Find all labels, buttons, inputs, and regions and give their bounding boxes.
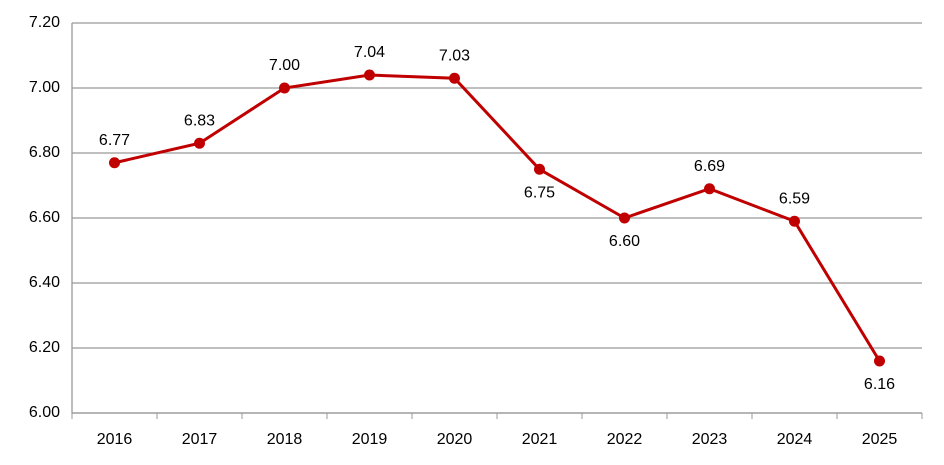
x-tick-label: 2021 <box>522 431 558 448</box>
y-tick-label: 6.60 <box>29 209 60 226</box>
data-label: 6.60 <box>609 233 640 250</box>
point <box>619 212 630 224</box>
data-label: 6.83 <box>184 112 215 129</box>
point <box>194 137 205 149</box>
data-label: 6.16 <box>864 376 895 393</box>
point <box>704 183 715 195</box>
y-tick-label: 7.00 <box>29 79 60 96</box>
data-label: 6.77 <box>99 132 130 149</box>
data-label: 6.75 <box>524 184 555 201</box>
data-label: 7.04 <box>354 44 385 61</box>
data-label: 7.00 <box>269 57 300 74</box>
y-tick-label: 7.20 <box>29 14 60 31</box>
point <box>279 82 290 94</box>
point <box>449 72 460 84</box>
x-tick-label: 2025 <box>862 431 898 448</box>
line <box>114 73 881 362</box>
x-tick-label: 2022 <box>607 431 643 448</box>
y-tick-label: 6.00 <box>29 404 60 421</box>
x-tick-label: 2020 <box>437 431 473 448</box>
point <box>534 163 545 175</box>
x-tick-label: 2017 <box>182 431 218 448</box>
data-label: 6.59 <box>779 190 810 207</box>
data-label: 7.03 <box>439 47 470 64</box>
y-tick-label: 6.40 <box>29 274 60 291</box>
x-tick-label: 2016 <box>97 431 133 448</box>
y-tick-label: 6.80 <box>29 144 60 161</box>
point <box>874 355 885 367</box>
x-tick-label: 2023 <box>692 431 728 448</box>
x-tick-label: 2024 <box>777 431 813 448</box>
data-label: 6.69 <box>694 158 725 175</box>
point <box>109 157 120 169</box>
x-tick-label: 2019 <box>352 431 388 448</box>
y-tick-label: 6.20 <box>29 339 60 356</box>
point <box>364 69 375 81</box>
x-tick-label: 2018 <box>267 431 303 448</box>
point <box>789 215 800 227</box>
